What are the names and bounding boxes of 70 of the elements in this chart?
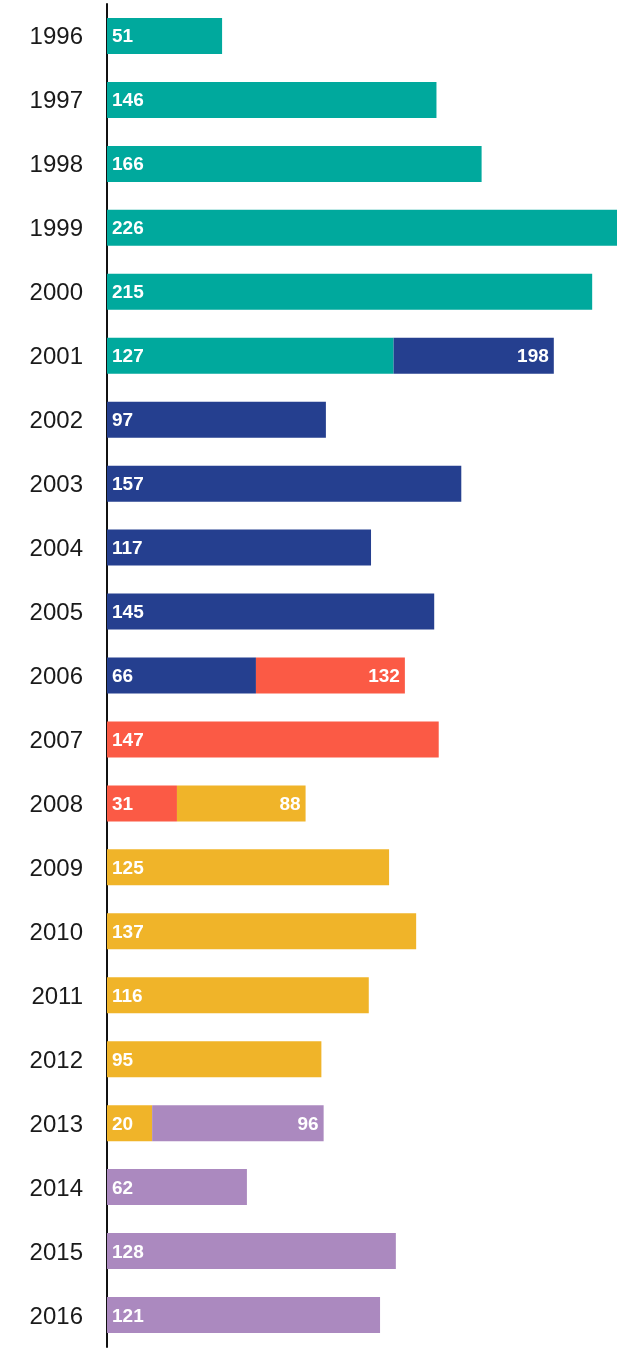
y-tick-label: 2009 xyxy=(29,853,83,881)
bar xyxy=(107,1041,322,1078)
data-label: 128 xyxy=(112,1240,144,1262)
data-label: 146 xyxy=(112,89,144,111)
bar xyxy=(152,1105,324,1142)
data-label: 137 xyxy=(112,920,144,942)
y-tick-label: 2006 xyxy=(29,662,83,689)
bar xyxy=(107,785,177,822)
y-tick-label: 2015 xyxy=(29,1237,83,1265)
bar xyxy=(107,849,390,886)
data-label: 166 xyxy=(112,153,144,175)
y-tick-label: 2011 xyxy=(31,981,83,1009)
bar xyxy=(107,977,369,1014)
bar xyxy=(107,465,462,502)
bar xyxy=(107,401,326,438)
bar xyxy=(176,785,306,822)
data-label: 51 xyxy=(112,25,134,47)
bar xyxy=(107,209,617,246)
y-tick-label: 2000 xyxy=(29,278,83,306)
data-label: 66 xyxy=(112,665,134,686)
data-label: 62 xyxy=(112,1176,134,1198)
data-label: 95 xyxy=(112,1048,134,1070)
y-tick-label: 2003 xyxy=(29,470,83,498)
data-label: 121 xyxy=(112,1304,145,1326)
y-tick-label: 2007 xyxy=(29,725,83,753)
total-label: 132 xyxy=(368,665,400,686)
y-tick-label: 1999 xyxy=(29,214,83,242)
data-label: 157 xyxy=(112,473,144,495)
y-tick-label: 1996 xyxy=(29,22,83,50)
data-label: 117 xyxy=(112,537,143,559)
bar xyxy=(107,337,394,374)
bar xyxy=(107,913,417,950)
data-label: 116 xyxy=(112,984,143,1006)
data-label: 125 xyxy=(112,856,145,878)
data-label: 97 xyxy=(112,409,134,431)
y-tick-label: 2008 xyxy=(29,789,83,817)
bar xyxy=(107,529,372,566)
total-label: 198 xyxy=(517,345,549,367)
bar xyxy=(107,593,435,630)
total-label: 88 xyxy=(279,792,301,814)
y-tick-label: 2001 xyxy=(29,342,83,370)
data-label: 215 xyxy=(112,281,145,303)
y-tick-label: 2005 xyxy=(29,598,83,626)
bar xyxy=(107,1169,247,1206)
y-tick-label: 1998 xyxy=(29,150,83,178)
data-label: 145 xyxy=(112,601,145,623)
bar xyxy=(107,1297,381,1334)
y-tick-label: 1997 xyxy=(29,86,83,114)
bar xyxy=(107,17,223,54)
y-tick-label: 2012 xyxy=(29,1045,83,1073)
total-label: 96 xyxy=(297,1112,319,1134)
y-tick-label: 2013 xyxy=(29,1109,83,1137)
bar xyxy=(107,81,437,118)
bar xyxy=(107,145,482,182)
data-label: 20 xyxy=(112,1112,134,1134)
y-tick-label: 2010 xyxy=(29,917,83,945)
bar xyxy=(107,657,256,694)
y-tick-label: 2002 xyxy=(29,406,83,434)
bar xyxy=(107,273,593,310)
data-label: 31 xyxy=(112,792,134,814)
bar xyxy=(255,657,405,694)
data-label: 127 xyxy=(112,345,144,367)
y-tick-label: 2014 xyxy=(29,1173,83,1201)
bar xyxy=(107,721,439,758)
bar xyxy=(107,1233,396,1270)
data-label: 147 xyxy=(112,728,144,750)
y-tick-label: 2016 xyxy=(29,1301,83,1329)
y-tick-label: 2004 xyxy=(29,534,83,562)
data-label: 226 xyxy=(112,217,144,239)
bar xyxy=(393,337,554,374)
